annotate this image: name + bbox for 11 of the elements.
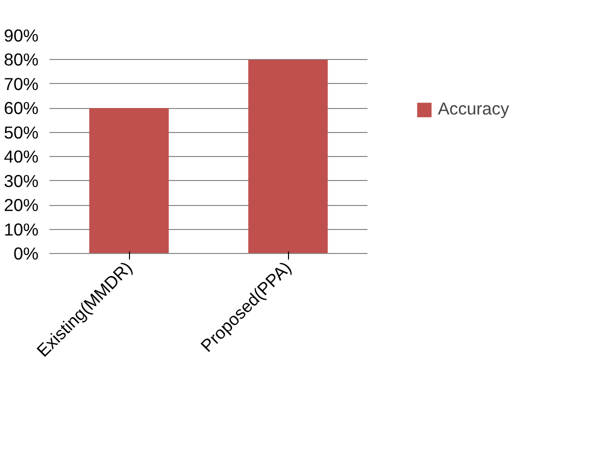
legend-label: Accuracy [438,98,510,120]
y-tick-label: 50% [4,122,39,142]
y-tick-label: 90% [4,26,39,46]
y-tick-label: 20% [4,195,39,216]
y-tick-label: 0% [13,244,38,264]
y-tick-label: 70% [4,74,39,94]
y-tick-label: 30% [4,170,39,191]
y-tick-label: 40% [4,146,39,167]
y-tick-label: 60% [4,98,39,118]
y-tick-label: 80% [4,50,39,70]
y-tick-label: 10% [4,219,39,240]
